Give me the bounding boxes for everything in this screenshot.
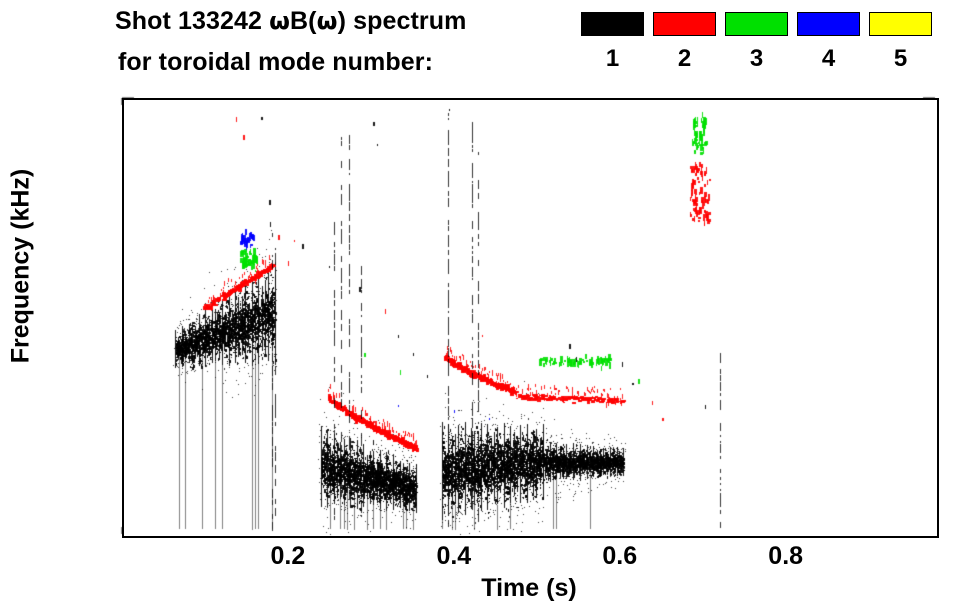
legend-label-4: 4: [821, 45, 836, 72]
legend-label-3: 3: [749, 45, 764, 72]
title-spectrum-text: ) spectrum: [337, 7, 467, 35]
plot-area: [122, 98, 939, 538]
omega-symbol-2: ω: [316, 7, 338, 35]
legend-item-2[interactable]: 2: [653, 12, 716, 72]
legend-label-2: 2: [677, 45, 692, 72]
legend: 1 2 3 4 5: [581, 12, 953, 86]
title-b-open: B(: [290, 7, 317, 35]
omega-symbol-1: ω: [269, 7, 291, 35]
title-shot-text: Shot 133242: [115, 7, 270, 35]
legend-swatch-1: [581, 12, 644, 36]
legend-swatch-4: [797, 12, 860, 36]
legend-label-5: 5: [893, 45, 908, 72]
figure-title-line-2: for toroidal mode number:: [118, 48, 433, 76]
x-axis-label: Time (s): [481, 574, 577, 602]
figure-title-line-1: Shot 133242 ωB(ω) spectrum: [115, 7, 466, 36]
legend-item-4[interactable]: 4: [797, 12, 860, 72]
legend-item-3[interactable]: 3: [725, 12, 788, 72]
spectrogram-canvas: [124, 100, 937, 536]
legend-swatch-5: [869, 12, 932, 36]
legend-label-1: 1: [605, 45, 620, 72]
legend-item-1[interactable]: 1: [581, 12, 644, 72]
legend-swatch-2: [653, 12, 716, 36]
y-axis-tick-labels: 020406080100: [0, 0, 112, 615]
legend-swatch-3: [725, 12, 788, 36]
legend-item-5[interactable]: 5: [869, 12, 932, 72]
